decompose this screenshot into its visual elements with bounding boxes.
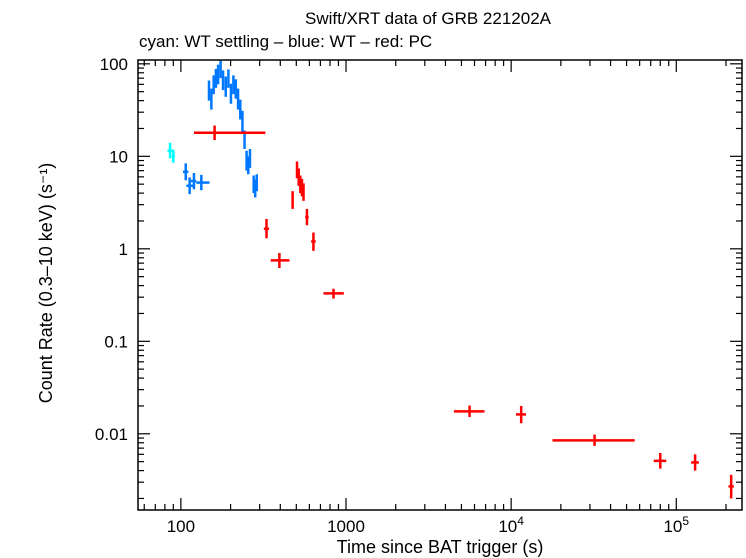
x-axis-label: Time since BAT trigger (s) [337, 537, 544, 557]
data-point [516, 405, 526, 424]
data-point [248, 148, 252, 168]
axis-ticks [138, 60, 742, 510]
data-point [291, 191, 294, 209]
data-point [453, 405, 485, 417]
data-point [323, 288, 344, 299]
data-point [214, 68, 218, 88]
plot-frame [137, 59, 743, 511]
data-points [167, 60, 734, 499]
data-point [552, 434, 635, 446]
data-point [247, 156, 250, 175]
data-point [239, 99, 242, 120]
data-point [311, 232, 316, 251]
y-tick-label: 0.01 [95, 425, 128, 444]
data-point [236, 88, 240, 110]
series-wt-settling [167, 142, 175, 163]
data-point [227, 69, 230, 88]
data-point [224, 76, 228, 97]
series-wt [182, 60, 258, 198]
chart-subtitle: cyan: WT settling – blue: WT – red: PC [139, 32, 432, 51]
y-axis-label: Count Rate (0.3–10 keV) (s⁻¹) [36, 163, 56, 404]
data-point [196, 174, 210, 191]
data-point [245, 150, 248, 171]
data-point [186, 177, 194, 195]
data-point [691, 454, 699, 471]
data-point [255, 174, 258, 192]
data-point [219, 60, 222, 79]
data-point [167, 142, 173, 159]
chart-title: Swift/XRT data of GRB 221202A [305, 9, 552, 28]
x-tick-label: 100 [167, 517, 195, 536]
data-point [171, 149, 175, 163]
series-pc [193, 125, 734, 499]
x-tick-label: 105 [663, 514, 689, 536]
tick-labels: 100 1000 104 105 100 10 1 0.1 0.01 [95, 55, 689, 536]
data-point [207, 80, 211, 101]
data-point [653, 452, 667, 469]
y-tick-label: 1 [119, 240, 128, 259]
data-point [302, 183, 305, 201]
y-tick-label: 100 [100, 55, 128, 74]
data-point [728, 474, 734, 499]
data-point [270, 253, 290, 269]
data-point [212, 75, 215, 95]
data-point [234, 79, 238, 99]
data-point [305, 208, 309, 226]
data-point [263, 219, 270, 239]
y-tick-label: 0.1 [104, 332, 128, 351]
plot-area: 100 1000 104 105 100 10 1 0.1 0.01 [95, 55, 743, 536]
data-point [241, 110, 244, 133]
data-point [229, 83, 233, 104]
data-point [190, 173, 197, 190]
data-point [182, 163, 189, 181]
data-point [232, 75, 235, 95]
y-tick-label: 10 [109, 147, 128, 166]
x-tick-label: 104 [498, 514, 524, 536]
data-point [216, 64, 220, 85]
data-point [210, 88, 213, 110]
x-tick-label: 1000 [327, 517, 365, 536]
data-point [193, 125, 266, 141]
data-point [221, 70, 225, 91]
